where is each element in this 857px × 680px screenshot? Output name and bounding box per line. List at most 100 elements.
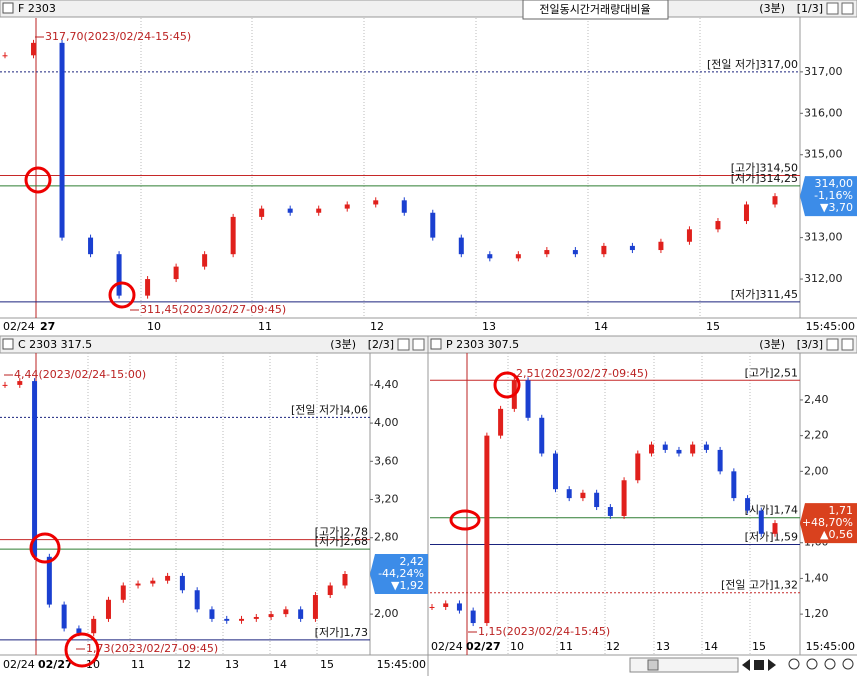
zoom-in[interactable] <box>788 658 800 670</box>
candle <box>145 279 151 296</box>
x-tick-label: 15 <box>320 658 334 671</box>
y-tick-label: 2,20 <box>804 429 829 442</box>
candle <box>539 417 545 454</box>
candle <box>61 604 67 629</box>
scrollbar[interactable] <box>629 657 739 673</box>
y-tick-label: 312,00 <box>804 272 843 285</box>
ratio-button[interactable] <box>522 0 669 20</box>
candle <box>268 614 274 617</box>
panel-page: [1/3] <box>797 2 823 15</box>
checkbox[interactable] <box>2 338 14 350</box>
x-tick-label: 02/27 <box>466 640 501 653</box>
x-tick-label: 02/27 <box>38 658 73 671</box>
candle <box>2 384 8 386</box>
candle <box>717 449 723 472</box>
candle <box>629 245 635 251</box>
candle <box>715 221 721 230</box>
x-tick-label: 10 <box>510 640 524 653</box>
zoom-fit[interactable] <box>842 658 854 670</box>
candle <box>76 628 82 634</box>
candle <box>239 618 245 621</box>
window-button <box>412 338 425 351</box>
y-tick-label: 2,80 <box>374 531 399 544</box>
extreme-label: 311,45(2023/02/27-09:45) <box>140 303 286 316</box>
candle <box>498 408 504 436</box>
x-tick-label: 13 <box>482 320 496 333</box>
end-time: 15:45:00 <box>806 320 855 333</box>
candle <box>470 610 476 624</box>
highlight-circle <box>64 632 100 668</box>
x-tick-label: 11 <box>559 640 573 653</box>
panel-title: F 2303 <box>18 2 56 15</box>
x-tick-label: 02/24 <box>3 658 35 671</box>
prev-button[interactable] <box>742 659 750 671</box>
zoom-reset[interactable] <box>824 658 836 670</box>
candle <box>484 435 490 624</box>
candle <box>676 449 682 454</box>
checkbox[interactable] <box>430 338 442 350</box>
candle <box>194 590 200 610</box>
candle <box>209 609 215 619</box>
highlight-circle <box>24 166 52 194</box>
candle <box>607 507 613 516</box>
zoom-out[interactable] <box>806 658 818 670</box>
y-tick-label: 313,00 <box>804 231 843 244</box>
level-label: [저가]314,25 <box>731 172 798 185</box>
candle <box>525 380 531 418</box>
candle <box>165 575 171 581</box>
level-label: [고가]2,51 <box>745 366 798 379</box>
candle <box>59 42 65 238</box>
header-bar <box>0 0 857 18</box>
candle <box>703 444 709 450</box>
window-button <box>397 338 410 351</box>
candle <box>662 444 668 450</box>
x-tick-label: 11 <box>258 320 272 333</box>
y-tick-label: 2,00 <box>374 607 399 620</box>
x-tick-label: 14 <box>594 320 608 333</box>
end-time: 15:45:00 <box>377 658 426 671</box>
level-label: [저가]311,45 <box>731 288 798 301</box>
x-tick-label: 14 <box>273 658 287 671</box>
candle <box>686 229 692 242</box>
y-tick-label: 315,00 <box>804 148 843 161</box>
checkbox[interactable] <box>2 2 14 14</box>
candle <box>515 254 521 259</box>
candle <box>91 618 97 634</box>
scroll-thumb[interactable] <box>647 659 659 671</box>
candle <box>31 42 37 56</box>
candle <box>621 480 627 516</box>
stop-button[interactable] <box>754 660 764 670</box>
level-label: [고가]2,78 <box>315 526 368 539</box>
panel-period: (3분) <box>330 338 356 351</box>
ratio-button-label: 전일동시간거래량대비율 <box>539 2 650 16</box>
candle <box>401 200 407 213</box>
candle <box>253 616 259 619</box>
price-label: 2,42 <box>400 555 425 568</box>
x-tick-label: 15 <box>752 640 766 653</box>
candle <box>230 216 236 255</box>
candle <box>429 606 435 608</box>
candle <box>224 618 230 621</box>
candle <box>316 208 322 213</box>
highlight-circle <box>449 509 481 531</box>
y-tick-label: 317,00 <box>804 65 843 78</box>
extreme-label: 1,15(2023/02/24-15:45) <box>478 625 610 638</box>
candle <box>745 498 751 511</box>
price-label: 1,71 <box>829 504 854 517</box>
x-tick-label: 10 <box>147 320 161 333</box>
candle <box>658 241 664 251</box>
y-tick-label: 1,20 <box>804 607 829 620</box>
level-label: [전일 저가]4,06 <box>291 402 368 416</box>
x-tick-label: 12 <box>370 320 384 333</box>
candle <box>173 266 179 280</box>
x-tick-label: 14 <box>704 640 718 653</box>
candle <box>32 381 38 557</box>
y-tick-label: 2,40 <box>804 393 829 406</box>
next-button[interactable] <box>768 659 776 671</box>
level-label: [전일 고가]1,32 <box>721 578 798 592</box>
level-label: [시가]1,74 <box>745 504 798 517</box>
candle <box>487 254 493 259</box>
diff-label: ▼3,70 <box>820 201 853 214</box>
window-button <box>826 2 839 15</box>
